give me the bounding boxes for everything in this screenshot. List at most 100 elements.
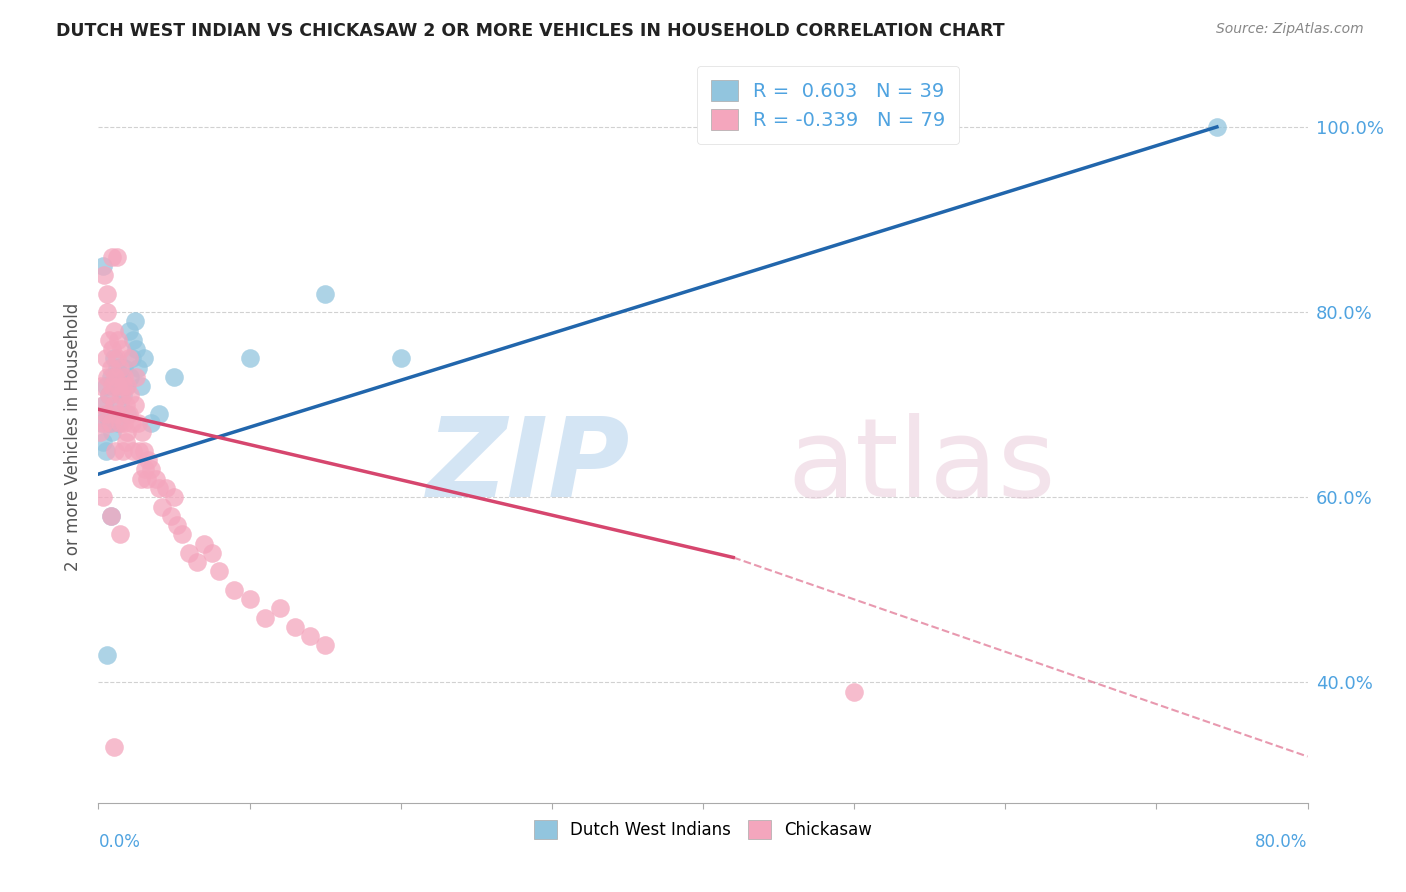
Point xyxy=(127,416,149,430)
Point xyxy=(100,360,122,375)
Text: DUTCH WEST INDIAN VS CHICKASAW 2 OR MORE VEHICLES IN HOUSEHOLD CORRELATION CHART: DUTCH WEST INDIAN VS CHICKASAW 2 OR MORE… xyxy=(56,22,1005,40)
Point xyxy=(284,620,307,634)
Point xyxy=(314,639,336,653)
Point xyxy=(104,379,127,393)
Point xyxy=(105,250,128,264)
Point xyxy=(101,379,124,393)
Point xyxy=(148,481,170,495)
Legend: Dutch West Indians, Chickasaw: Dutch West Indians, Chickasaw xyxy=(527,814,879,846)
Point xyxy=(131,425,153,440)
Point xyxy=(163,490,186,504)
Point xyxy=(94,444,117,458)
Point xyxy=(108,360,131,375)
Point xyxy=(389,351,412,366)
Point xyxy=(121,351,143,366)
Point xyxy=(101,250,124,264)
Point xyxy=(90,416,112,430)
Point xyxy=(107,379,129,393)
Point xyxy=(118,407,141,421)
Point xyxy=(124,314,146,328)
Text: Source: ZipAtlas.com: Source: ZipAtlas.com xyxy=(1216,22,1364,37)
Point xyxy=(112,370,135,384)
Point xyxy=(269,601,291,615)
Point xyxy=(100,370,122,384)
Point xyxy=(100,508,122,523)
Point xyxy=(121,416,143,430)
Point xyxy=(132,444,155,458)
Point xyxy=(125,370,148,384)
Point xyxy=(193,536,215,550)
Point xyxy=(114,434,136,449)
Point xyxy=(91,259,114,273)
Point xyxy=(166,518,188,533)
Point xyxy=(132,351,155,366)
Point xyxy=(101,342,124,356)
Text: 0.0%: 0.0% xyxy=(98,833,141,851)
Point xyxy=(299,629,322,643)
Point xyxy=(1206,120,1229,134)
Point xyxy=(120,370,142,384)
Point xyxy=(253,610,276,624)
Point xyxy=(91,490,114,504)
Point xyxy=(844,684,866,698)
Point xyxy=(98,333,121,347)
Point xyxy=(179,546,201,560)
Point xyxy=(134,462,156,476)
Y-axis label: 2 or more Vehicles in Household: 2 or more Vehicles in Household xyxy=(65,303,83,571)
Point xyxy=(93,416,115,430)
Point xyxy=(94,379,117,393)
Point xyxy=(115,425,138,440)
Point xyxy=(150,500,173,514)
Point xyxy=(96,648,118,662)
Point xyxy=(115,379,138,393)
Point xyxy=(103,324,125,338)
Point xyxy=(112,360,135,375)
Point xyxy=(89,425,111,440)
Point xyxy=(107,416,129,430)
Point xyxy=(135,472,157,486)
Point xyxy=(114,398,136,412)
Text: atlas: atlas xyxy=(787,413,1056,520)
Point xyxy=(120,388,142,402)
Point xyxy=(112,416,135,430)
Point xyxy=(115,407,138,421)
Point xyxy=(186,555,208,569)
Point xyxy=(98,388,121,402)
Point xyxy=(96,370,118,384)
Point xyxy=(101,425,124,440)
Point xyxy=(155,481,177,495)
Point xyxy=(125,342,148,356)
Point xyxy=(114,379,136,393)
Point xyxy=(91,434,114,449)
Point xyxy=(201,546,224,560)
Point xyxy=(141,416,163,430)
Point xyxy=(141,462,163,476)
Point xyxy=(129,472,152,486)
Point xyxy=(100,508,122,523)
Text: 80.0%: 80.0% xyxy=(1256,833,1308,851)
Point xyxy=(160,508,183,523)
Point xyxy=(127,360,149,375)
Point xyxy=(239,351,262,366)
Point xyxy=(118,351,141,366)
Point xyxy=(98,416,121,430)
Point xyxy=(111,388,134,402)
Point xyxy=(91,398,114,412)
Point xyxy=(105,351,128,366)
Point xyxy=(104,444,127,458)
Point xyxy=(110,342,132,356)
Point xyxy=(122,444,145,458)
Point xyxy=(93,398,115,412)
Point xyxy=(96,305,118,319)
Point xyxy=(90,379,112,393)
Point xyxy=(118,324,141,338)
Point xyxy=(136,453,159,467)
Point xyxy=(103,398,125,412)
Point xyxy=(111,379,134,393)
Point xyxy=(145,472,167,486)
Point xyxy=(239,592,262,607)
Point xyxy=(105,360,128,375)
Text: ZIP: ZIP xyxy=(427,413,630,520)
Point xyxy=(129,379,152,393)
Point xyxy=(93,268,115,282)
